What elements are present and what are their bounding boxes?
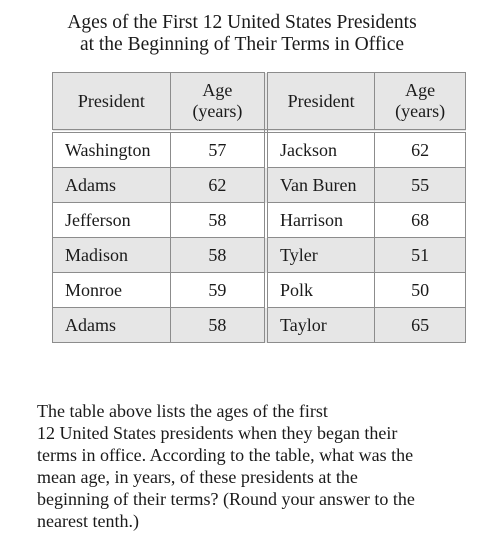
table-row: Adams 62 Van Buren 55 xyxy=(52,167,466,203)
table-row: Monroe 59 Polk 50 xyxy=(52,272,466,308)
header-age-left: Age (years) xyxy=(169,72,269,133)
president-ages-table: President Age (years) President Age (yea… xyxy=(52,72,466,343)
question-line: beginning of their terms? (Round your an… xyxy=(37,489,415,509)
president-age-cell: 57 xyxy=(169,130,269,168)
president-name-cell: Jackson xyxy=(265,130,376,168)
president-name-cell: Jefferson xyxy=(52,202,171,238)
president-age-cell: 62 xyxy=(374,130,466,168)
question-line: terms in office. According to the table,… xyxy=(37,445,414,465)
header-president-right: President xyxy=(265,72,376,133)
title-line-1: Ages of the First 12 United States Presi… xyxy=(67,12,417,33)
table-header-row: President Age (years) President Age (yea… xyxy=(52,72,466,133)
president-age-cell: 58 xyxy=(169,307,269,343)
president-age-cell: 59 xyxy=(169,272,269,308)
header-age-right: Age (years) xyxy=(374,72,466,133)
header-age-label: Age xyxy=(202,80,233,100)
president-age-cell: 62 xyxy=(169,167,269,203)
table-title: Ages of the First 12 United States Presi… xyxy=(0,12,484,56)
president-name-cell: Van Buren xyxy=(265,167,376,203)
question-line: mean age, in years, of these presidents … xyxy=(37,467,358,487)
president-name-cell: Monroe xyxy=(52,272,171,308)
president-age-cell: 55 xyxy=(374,167,466,203)
president-age-cell: 50 xyxy=(374,272,466,308)
president-name-cell: Harrison xyxy=(265,202,376,238)
president-name-cell: Adams xyxy=(52,307,171,343)
table-row: Adams 58 Taylor 65 xyxy=(52,307,466,343)
president-name-cell: Washington xyxy=(52,130,171,168)
president-age-cell: 68 xyxy=(374,202,466,238)
header-age-unit: (years) xyxy=(395,101,446,121)
president-age-cell: 58 xyxy=(169,237,269,273)
president-name-cell: Adams xyxy=(52,167,171,203)
header-age-label: Age xyxy=(405,80,436,100)
question-line: The table above lists the ages of the fi… xyxy=(37,401,328,421)
header-president-left: President xyxy=(52,72,171,133)
president-name-cell: Madison xyxy=(52,237,171,273)
question-line: 12 United States presidents when they be… xyxy=(37,423,398,443)
table-row: Madison 58 Tyler 51 xyxy=(52,237,466,273)
president-age-cell: 51 xyxy=(374,237,466,273)
table-row: Washington 57 Jackson 62 xyxy=(52,130,466,168)
header-age-unit: (years) xyxy=(192,101,243,121)
president-age-cell: 58 xyxy=(169,202,269,238)
president-name-cell: Taylor xyxy=(265,307,376,343)
president-age-cell: 65 xyxy=(374,307,466,343)
question-line: nearest tenth.) xyxy=(37,511,139,531)
president-name-cell: Tyler xyxy=(265,237,376,273)
title-line-2: at the Beginning of Their Terms in Offic… xyxy=(79,34,405,55)
table-row: Jefferson 58 Harrison 68 xyxy=(52,202,466,238)
president-name-cell: Polk xyxy=(265,272,376,308)
question-text: The table above lists the ages of the fi… xyxy=(37,400,477,532)
